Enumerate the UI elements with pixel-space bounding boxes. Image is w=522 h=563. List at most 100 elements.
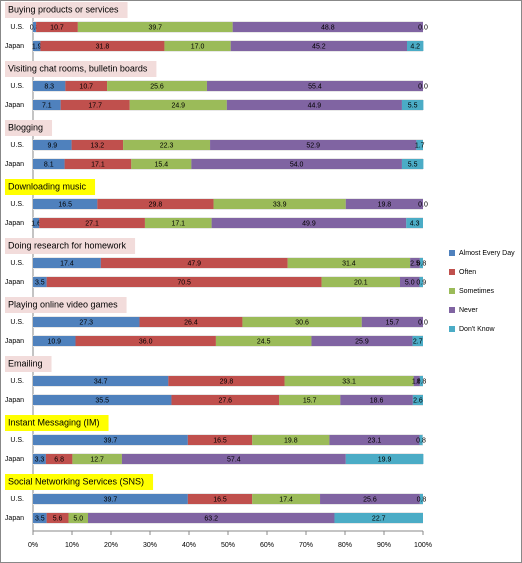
bar-segment [33, 199, 98, 209]
data-label: 2.5 [410, 260, 420, 267]
bar-segment [230, 41, 408, 51]
legend-label: Often [459, 269, 476, 276]
data-label: 0.0 [418, 319, 428, 326]
bar-segment [97, 199, 214, 209]
data-label: 39.7 [148, 24, 162, 31]
bar-segment [33, 277, 47, 287]
bar-segment [226, 100, 402, 110]
bar-segment [168, 376, 285, 386]
data-label: 36.0 [139, 338, 153, 345]
data-label: 17.7 [88, 102, 102, 109]
category-label: Japan [5, 515, 24, 522]
data-label: 0.8 [416, 437, 426, 444]
data-label: 18.6 [370, 397, 384, 404]
bar-segment [419, 494, 423, 504]
data-label: 26.4 [184, 319, 198, 326]
data-label: 57.4 [227, 456, 241, 463]
bar-segment [334, 513, 423, 523]
bar-segment [33, 336, 76, 346]
data-label: 3.5 [35, 515, 45, 522]
x-tick-label: 30% [143, 542, 157, 549]
legend-label: Don't Know [459, 326, 496, 333]
category-label: Japan [5, 220, 24, 227]
data-label: 33.9 [273, 201, 287, 208]
data-label: 52.9 [306, 142, 320, 149]
data-label: 22.7 [372, 515, 386, 522]
category-label: U.S. [10, 260, 24, 267]
bar-segment [399, 277, 420, 287]
bar-segment [33, 140, 72, 150]
bar-segment [345, 454, 424, 464]
bar-segment [40, 41, 165, 51]
data-label: 35.5 [95, 397, 109, 404]
data-label: 5.5 [408, 161, 418, 168]
data-label: 54.0 [290, 161, 304, 168]
data-label: 49.9 [302, 220, 316, 227]
category-label: U.S. [10, 83, 24, 90]
panel-title-background [5, 2, 128, 18]
bar-segment [46, 277, 322, 287]
category-label: Japan [5, 102, 24, 109]
data-label: 13.2 [91, 142, 105, 149]
data-label: 17.4 [279, 496, 293, 503]
bar-segment [33, 317, 140, 327]
data-label: 23.1 [368, 437, 382, 444]
x-tick-label: 20% [104, 542, 118, 549]
bar-segment [100, 258, 288, 268]
bar-segment [211, 218, 407, 228]
bar-segment [419, 258, 423, 268]
data-label: 24.9 [171, 102, 185, 109]
data-label: 0.0 [418, 201, 428, 208]
data-label: 0.8 [417, 496, 427, 503]
data-label: 4.3 [410, 220, 420, 227]
panel-title: Visiting chat rooms, bulletin boards [8, 63, 148, 73]
bar-segment [329, 435, 420, 445]
data-label: 31.4 [342, 260, 356, 267]
bar-segment [320, 494, 420, 504]
data-label: 7.1 [42, 102, 52, 109]
bar-segment [65, 81, 108, 91]
data-label: 2.7 [413, 338, 423, 345]
category-label: U.S. [10, 142, 24, 149]
bar-segment [407, 41, 424, 51]
legend-swatch [449, 250, 455, 256]
bar-segment [33, 435, 188, 445]
x-tick-label: 70% [299, 542, 313, 549]
bar-segment [36, 22, 78, 32]
data-label: 0.9 [416, 279, 426, 286]
legend-swatch [449, 288, 455, 294]
data-label: 19.8 [284, 437, 298, 444]
bar-segment [33, 81, 66, 91]
bar-segment [33, 100, 61, 110]
data-label: 17.0 [191, 43, 205, 50]
bar-segment [361, 317, 423, 327]
panel-title: Blogging [8, 122, 43, 132]
data-label: 47.9 [187, 260, 201, 267]
bar-segment [401, 100, 424, 110]
panel-title-background [5, 297, 127, 313]
bar-segment [107, 81, 207, 91]
data-label: 15.4 [154, 161, 168, 168]
x-tick-label: 50% [221, 542, 235, 549]
data-label: 0.8 [417, 378, 427, 385]
bar-segment [187, 435, 253, 445]
x-tick-label: 0% [28, 542, 38, 549]
bar-segment [33, 454, 46, 464]
data-label: 10.7 [79, 83, 93, 90]
panel-title: Playing online video games [8, 299, 118, 309]
bar-segment [215, 336, 312, 346]
data-label: 3.5 [35, 279, 45, 286]
x-tick-label: 10% [65, 542, 79, 549]
data-label: 15.7 [386, 319, 400, 326]
legend-label: Almost Every Day [459, 250, 515, 257]
panel-title: Downloading music [8, 181, 87, 191]
data-label: 1.6 [31, 220, 41, 227]
bar-segment [33, 22, 37, 32]
data-label: 19.8 [378, 201, 392, 208]
data-label: 55.4 [308, 83, 322, 90]
bar-segment [279, 395, 341, 405]
panel-title-background [5, 474, 154, 490]
panel-title-background [5, 179, 96, 195]
data-label: 3.3 [35, 456, 45, 463]
bar-segment [210, 140, 417, 150]
